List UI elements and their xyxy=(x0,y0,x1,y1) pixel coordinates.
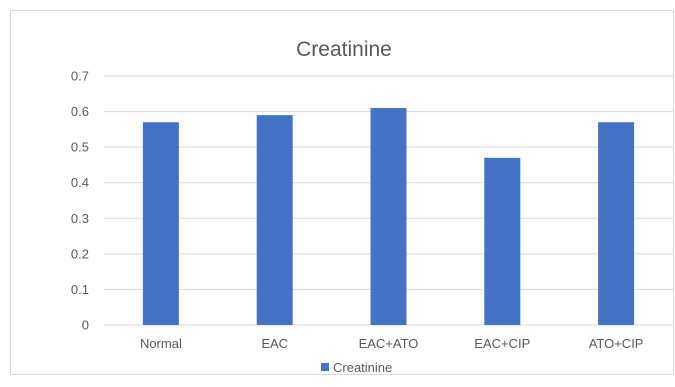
y-tick-label-3: 0.3 xyxy=(71,211,89,226)
x-tick-label-4: ATO+CIP xyxy=(589,336,644,351)
legend-swatch-creatinine xyxy=(321,363,329,371)
y-tick-label-7: 0.7 xyxy=(71,69,89,84)
y-tick-label-5: 0.5 xyxy=(71,140,89,155)
x-tick-label-3: EAC+CIP xyxy=(474,336,530,351)
y-tick-label-4: 0.4 xyxy=(71,175,89,190)
bar-eac xyxy=(256,115,293,325)
bar-ato-cip xyxy=(598,122,635,325)
y-axis-tick-labels: 0 0.1 0.2 0.3 0.4 0.5 0.6 0.7 xyxy=(71,69,89,333)
bar-normal xyxy=(142,122,179,325)
y-tick-label-2: 0.2 xyxy=(71,246,89,261)
chart-title: Creatinine xyxy=(296,38,392,61)
bars xyxy=(142,108,635,325)
chart-frame: Creatinine 0 0.1 0.2 0.3 0.4 0.5 0.6 0.7 Normal… xyxy=(10,10,674,375)
x-tick-label-1: EAC xyxy=(261,336,288,351)
x-tick-label-2: EAC+ATO xyxy=(359,336,419,351)
y-tick-label-6: 0.6 xyxy=(71,104,89,119)
bar-eac-ato xyxy=(370,108,407,325)
creatinine-bar-chart: Creatinine 0 0.1 0.2 0.3 0.4 0.5 0.6 0.7 Normal… xyxy=(71,38,673,375)
legend: Creatinine xyxy=(321,360,392,375)
legend-label-creatinine: Creatinine xyxy=(333,360,392,375)
x-tick-label-0: Normal xyxy=(140,336,182,351)
y-tick-label-0: 0 xyxy=(82,318,89,333)
y-tick-label-1: 0.1 xyxy=(71,282,89,297)
x-axis-tick-labels: Normal EAC EAC+ATO EAC+CIP ATO+CIP xyxy=(140,336,644,351)
bar-eac-cip xyxy=(484,157,521,325)
